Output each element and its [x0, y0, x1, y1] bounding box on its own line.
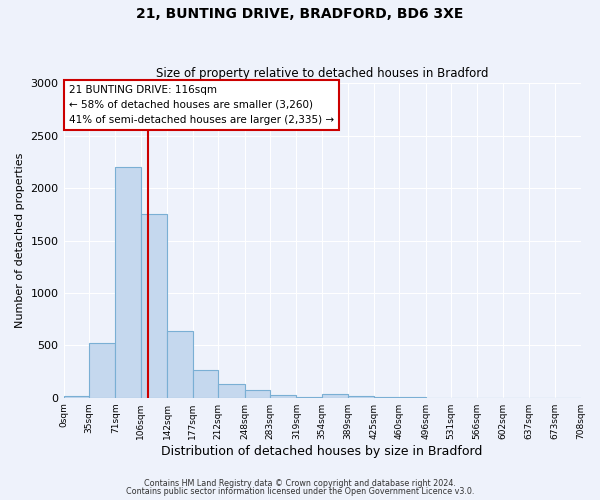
- Bar: [193, 370, 218, 398]
- Bar: [347, 396, 374, 398]
- Bar: [270, 395, 296, 398]
- X-axis label: Distribution of detached houses by size in Bradford: Distribution of detached houses by size …: [161, 444, 483, 458]
- Bar: [64, 396, 89, 398]
- Title: Size of property relative to detached houses in Bradford: Size of property relative to detached ho…: [156, 66, 488, 80]
- Text: Contains public sector information licensed under the Open Government Licence v3: Contains public sector information licen…: [126, 486, 474, 496]
- Bar: [141, 214, 167, 398]
- Bar: [374, 397, 400, 398]
- Text: Contains HM Land Registry data © Crown copyright and database right 2024.: Contains HM Land Registry data © Crown c…: [144, 479, 456, 488]
- Text: 21 BUNTING DRIVE: 116sqm
← 58% of detached houses are smaller (3,260)
41% of sem: 21 BUNTING DRIVE: 116sqm ← 58% of detach…: [69, 85, 334, 124]
- Bar: [218, 384, 245, 398]
- Bar: [89, 343, 115, 398]
- Bar: [167, 330, 193, 398]
- Text: 21, BUNTING DRIVE, BRADFORD, BD6 3XE: 21, BUNTING DRIVE, BRADFORD, BD6 3XE: [136, 8, 464, 22]
- Bar: [322, 394, 347, 398]
- Bar: [245, 390, 270, 398]
- Bar: [115, 167, 141, 398]
- Bar: [296, 396, 322, 398]
- Y-axis label: Number of detached properties: Number of detached properties: [15, 153, 25, 328]
